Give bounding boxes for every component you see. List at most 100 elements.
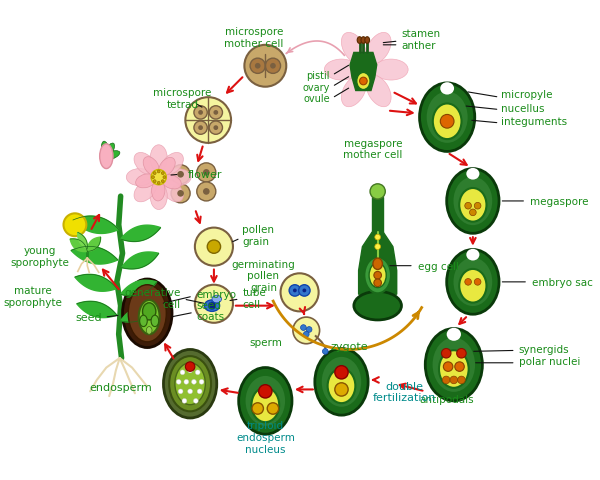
Circle shape: [443, 362, 453, 372]
Circle shape: [194, 122, 207, 135]
Circle shape: [176, 380, 181, 384]
Circle shape: [250, 59, 265, 74]
Ellipse shape: [357, 37, 362, 44]
Circle shape: [306, 327, 312, 333]
Circle shape: [188, 389, 193, 394]
Circle shape: [375, 244, 380, 250]
Text: stamen
anther: stamen anther: [401, 29, 440, 51]
Text: mature
sporophyte: mature sporophyte: [4, 286, 62, 307]
Polygon shape: [75, 275, 117, 292]
Circle shape: [335, 366, 348, 379]
Ellipse shape: [102, 151, 120, 161]
Ellipse shape: [364, 258, 391, 294]
Text: flower: flower: [187, 170, 222, 180]
Circle shape: [195, 228, 233, 266]
Circle shape: [281, 274, 319, 312]
Ellipse shape: [127, 169, 153, 186]
Ellipse shape: [459, 189, 487, 222]
Ellipse shape: [134, 180, 157, 203]
Ellipse shape: [103, 144, 115, 161]
Circle shape: [302, 289, 306, 293]
Circle shape: [161, 172, 164, 175]
Circle shape: [195, 285, 233, 323]
Circle shape: [193, 399, 198, 403]
Circle shape: [196, 370, 200, 375]
Text: ovule: ovule: [304, 94, 330, 104]
Circle shape: [197, 182, 216, 202]
Circle shape: [191, 380, 196, 384]
Ellipse shape: [459, 269, 487, 303]
Circle shape: [450, 376, 458, 384]
Circle shape: [293, 317, 320, 344]
Text: embryo sac: embryo sac: [532, 277, 593, 287]
Text: microspore
mother cell: microspore mother cell: [224, 27, 284, 49]
Circle shape: [157, 182, 160, 185]
Circle shape: [153, 180, 156, 183]
Text: pollen
grain: pollen grain: [242, 225, 274, 247]
Text: antipodals: antipodals: [419, 394, 473, 404]
Ellipse shape: [325, 60, 359, 81]
Ellipse shape: [143, 157, 159, 176]
Text: tube
cell: tube cell: [242, 288, 266, 309]
Circle shape: [178, 389, 183, 394]
Circle shape: [374, 272, 382, 279]
Ellipse shape: [446, 169, 499, 234]
Circle shape: [177, 171, 184, 178]
Ellipse shape: [439, 350, 469, 388]
Text: seed: seed: [75, 312, 101, 323]
Circle shape: [182, 399, 187, 403]
Circle shape: [375, 235, 380, 240]
Circle shape: [474, 203, 481, 210]
Text: double
fertilization: double fertilization: [373, 381, 436, 402]
Circle shape: [157, 171, 160, 173]
Circle shape: [289, 285, 301, 297]
Circle shape: [465, 279, 472, 286]
Circle shape: [335, 383, 348, 396]
Ellipse shape: [315, 349, 368, 415]
Polygon shape: [121, 307, 155, 323]
Circle shape: [185, 98, 231, 144]
Circle shape: [299, 285, 310, 297]
Polygon shape: [121, 226, 161, 242]
Text: seed
coats: seed coats: [197, 300, 225, 322]
Circle shape: [199, 380, 204, 384]
Circle shape: [184, 380, 188, 384]
Ellipse shape: [341, 33, 367, 65]
Text: integuments: integuments: [502, 117, 568, 127]
Ellipse shape: [425, 91, 469, 144]
Circle shape: [198, 111, 203, 116]
Circle shape: [180, 370, 185, 375]
Ellipse shape: [446, 250, 499, 314]
Text: synergids: synergids: [518, 344, 569, 354]
Text: germinating
pollen
grain: germinating pollen grain: [232, 259, 295, 292]
Circle shape: [458, 376, 465, 384]
Ellipse shape: [163, 350, 217, 418]
Circle shape: [322, 349, 328, 354]
Circle shape: [455, 362, 464, 372]
Ellipse shape: [365, 37, 370, 44]
Ellipse shape: [374, 60, 408, 81]
Polygon shape: [70, 240, 87, 252]
Circle shape: [442, 349, 451, 358]
Circle shape: [197, 164, 216, 182]
Circle shape: [465, 203, 472, 210]
Ellipse shape: [128, 285, 166, 342]
Ellipse shape: [366, 76, 391, 108]
Ellipse shape: [466, 168, 479, 180]
Ellipse shape: [433, 104, 461, 140]
Circle shape: [171, 184, 190, 204]
Polygon shape: [87, 238, 101, 252]
Circle shape: [197, 389, 202, 394]
Circle shape: [171, 166, 190, 184]
Ellipse shape: [100, 144, 113, 169]
Polygon shape: [78, 233, 88, 249]
Ellipse shape: [431, 337, 476, 393]
Circle shape: [152, 176, 154, 179]
Circle shape: [188, 368, 193, 373]
Ellipse shape: [158, 158, 175, 177]
Circle shape: [194, 107, 207, 120]
Polygon shape: [121, 281, 157, 296]
Polygon shape: [77, 302, 117, 318]
Ellipse shape: [357, 73, 370, 90]
Circle shape: [185, 362, 195, 372]
